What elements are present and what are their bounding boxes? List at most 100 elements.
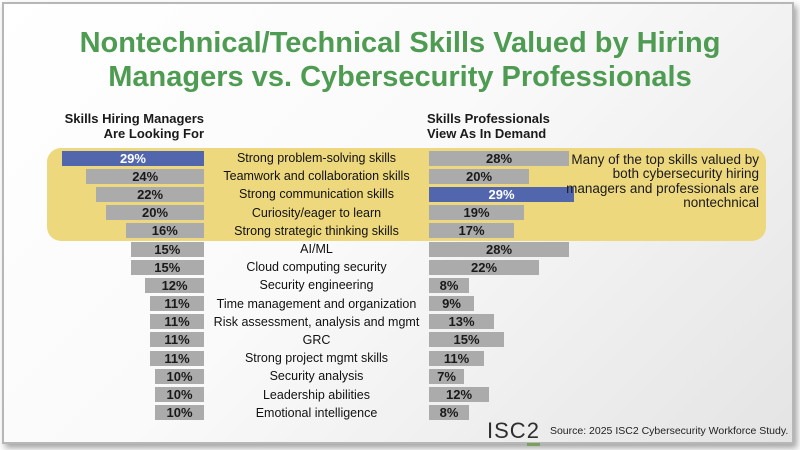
chart-row: 11% Time management and organization 9% — [49, 295, 790, 313]
chart-row: 15% AI/ML 28% — [49, 240, 790, 258]
professionals-header-line1: Skills Professionals — [427, 111, 550, 126]
chart-row: 15% Cloud computing security 22% — [49, 258, 790, 276]
professionals-bar: 22% — [429, 259, 539, 275]
professionals-bar: 19% — [429, 205, 524, 221]
professionals-bar-track: 17% — [429, 223, 790, 239]
chart-row: 24% Teamwork and collaboration skills 20% — [49, 167, 790, 185]
footer: ISC2 Source: 2025 ISC2 Cybersecurity Wor… — [487, 418, 788, 446]
professionals-bar: 9% — [429, 296, 474, 312]
page-title: Nontechnical/Technical Skills Valued by … — [79, 27, 721, 94]
skill-label: GRC — [302, 332, 331, 347]
skill-label: Strong communication skills — [239, 187, 394, 202]
chart-row: 12% Security engineering 8% — [49, 276, 790, 294]
slide: Nontechnical/Technical Skills Valued by … — [2, 2, 794, 446]
professionals-bar-track: 28% — [429, 150, 790, 166]
hiring-managers-bar-track: 10% — [49, 405, 204, 421]
professionals-bar: 13% — [429, 314, 494, 330]
chart-row: 11% Risk assessment, analysis and mgmt 13% — [49, 313, 790, 331]
skill-label: Cloud computing security — [246, 260, 387, 275]
hiring-managers-bar-track: 29% — [49, 150, 204, 166]
skill-label: Curiosity/eager to learn — [251, 205, 382, 220]
hiring-managers-header-line2: Are Looking For — [103, 126, 204, 142]
hiring-managers-bar-track: 11% — [49, 332, 204, 348]
chart-row: 10% Leadership abilities 12% — [49, 385, 790, 403]
professionals-bar-track: 20% — [429, 168, 790, 184]
skill-label: Security engineering — [259, 278, 374, 293]
hiring-managers-bar: 10% — [155, 387, 204, 403]
professionals-bar: 28% — [429, 150, 569, 166]
professionals-bar-track: 28% — [429, 241, 790, 257]
skill-label: Emotional intelligence — [255, 405, 378, 420]
hiring-managers-column-header: Skills Hiring Managers Are Looking For — [47, 111, 204, 142]
skill-label: Strong problem-solving skills — [236, 151, 397, 166]
hiring-managers-bar-track: 12% — [49, 277, 204, 293]
chart-row: 20% Curiosity/eager to learn 19% — [49, 204, 790, 222]
hiring-managers-bar-track: 16% — [49, 223, 204, 239]
hiring-managers-bar-track: 22% — [49, 186, 204, 202]
chart-row: 11% Strong project mgmt skills 11% — [49, 349, 790, 367]
hiring-managers-bar: 12% — [145, 277, 204, 293]
hiring-managers-bar: 29% — [61, 150, 204, 166]
hiring-managers-bar-track: 24% — [49, 168, 204, 184]
hiring-managers-bar: 11% — [150, 296, 204, 312]
hiring-managers-header-line1: Skills Hiring Managers — [64, 111, 204, 126]
hiring-managers-bar-track: 20% — [49, 205, 204, 221]
professionals-bar-track: 8% — [429, 277, 790, 293]
hiring-managers-bar: 11% — [150, 314, 204, 330]
skill-label: Strong project mgmt skills — [244, 351, 389, 366]
professionals-bar-track: 29% — [429, 186, 790, 202]
isc2-logo-digit: 2 — [526, 418, 540, 446]
professionals-bar: 11% — [429, 350, 484, 366]
hiring-managers-bar: 16% — [125, 223, 204, 239]
skill-label: Time management and organization — [216, 296, 417, 311]
professionals-bar-track: 13% — [429, 314, 790, 330]
chart-row: 29% Strong problem-solving skills 28% — [49, 149, 790, 167]
hiring-managers-bar-track: 10% — [49, 387, 204, 403]
hiring-managers-bar: 11% — [150, 350, 204, 366]
professionals-bar: 7% — [429, 368, 464, 384]
professionals-bar-track: 22% — [429, 259, 790, 275]
chart-row: 10% Security analysis 7% — [49, 367, 790, 385]
chart-row: 10% Emotional intelligence 8% — [49, 404, 790, 422]
professionals-header-line2: View As In Demand — [427, 126, 547, 142]
professionals-bar-track: 12% — [429, 387, 790, 403]
professionals-bar: 29% — [429, 186, 574, 202]
professionals-bar: 12% — [429, 387, 489, 403]
chart-row: 16% Strong strategic thinking skills 17% — [49, 222, 790, 240]
professionals-column-header: Skills Professionals View As In Demand — [427, 111, 627, 142]
professionals-bar-track: 15% — [429, 332, 790, 348]
hiring-managers-bar-track: 11% — [49, 350, 204, 366]
hiring-managers-bar-track: 15% — [49, 259, 204, 275]
hiring-managers-bar-track: 10% — [49, 368, 204, 384]
hiring-managers-bar: 11% — [150, 332, 204, 348]
professionals-bar: 8% — [429, 277, 469, 293]
annotation-callout: Many of the top skills valued by both cy… — [566, 152, 759, 211]
hiring-managers-bar: 15% — [130, 241, 204, 257]
skill-label: Security analysis — [269, 369, 364, 384]
professionals-bar-track: 8% — [429, 405, 790, 421]
hiring-managers-bar-track: 11% — [49, 296, 204, 312]
professionals-bar: 17% — [429, 223, 514, 239]
hiring-managers-bar: 15% — [130, 259, 204, 275]
professionals-bar: 28% — [429, 241, 569, 257]
skill-label: Risk assessment, analysis and mgmt — [213, 314, 420, 329]
hiring-managers-bar: 10% — [155, 368, 204, 384]
professionals-bar-track: 9% — [429, 296, 790, 312]
chart-row: 22% Strong communication skills 29% — [49, 185, 790, 203]
professionals-bar: 15% — [429, 332, 504, 348]
isc2-logo: ISC2 — [487, 418, 540, 446]
hiring-managers-bar-track: 11% — [49, 314, 204, 330]
hiring-managers-bar: 22% — [96, 186, 204, 202]
professionals-bar: 20% — [429, 168, 529, 184]
professionals-bar-track: 19% — [429, 205, 790, 221]
professionals-bar-track: 7% — [429, 368, 790, 384]
professionals-bar-track: 11% — [429, 350, 790, 366]
chart-row: 11% GRC 15% — [49, 331, 790, 349]
skill-label: Teamwork and collaboration skills — [223, 169, 410, 184]
hiring-managers-bar-track: 15% — [49, 241, 204, 257]
skill-label: AI/ML — [300, 242, 333, 257]
chart-rows: 29% Strong problem-solving skills 28% 24% Te… — [49, 149, 790, 422]
hiring-managers-bar: 24% — [86, 168, 204, 184]
hiring-managers-bar: 20% — [106, 205, 204, 221]
skill-label: Strong strategic thinking skills — [234, 223, 399, 238]
